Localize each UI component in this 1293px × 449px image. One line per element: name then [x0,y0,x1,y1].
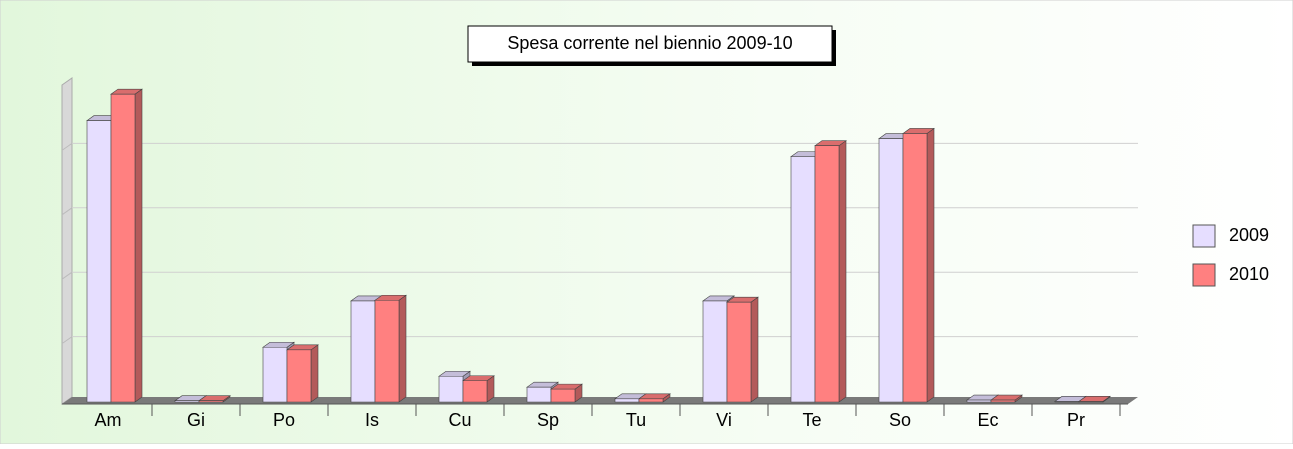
bar-front [350,300,376,403]
x-tick-label: So [889,410,911,430]
bar-side [310,344,319,403]
bar-front [966,399,992,403]
bar-front [86,120,112,403]
bar-side [926,127,935,403]
bar-front [702,300,728,403]
bar [286,344,319,403]
bar-side [134,88,143,403]
bar-front [1054,401,1080,403]
bar-front [614,398,640,403]
bar [462,375,495,403]
bar [726,296,759,403]
bar [814,140,847,403]
bar-front [438,375,464,403]
grid-line-side [61,336,73,345]
bar-front [550,388,576,403]
bar [990,394,1023,403]
legend-label: 2009 [1229,225,1269,245]
bar [902,127,935,403]
bar-front [814,145,840,403]
bar [198,395,231,403]
bar-front [526,386,552,403]
bar [374,294,407,403]
x-tick-label: Is [365,410,379,430]
bar-front [110,93,136,403]
chart-title: Spesa corrente nel biennio 2009-10 [507,33,792,53]
legend-swatch [1192,224,1216,248]
x-tick-label: Te [802,410,821,430]
bar-front [726,301,752,403]
x-tick-label: Pr [1067,410,1085,430]
bar-side [398,294,407,403]
floor [62,397,1138,404]
side-wall [61,77,73,405]
bar-front [374,299,400,403]
x-tick-label: Tu [626,410,646,430]
bar-front [990,399,1016,403]
grid-line-side [61,271,73,280]
bar [110,88,143,403]
bar-side [750,296,759,403]
x-tick-label: Gi [187,410,205,430]
x-tick-label: Cu [448,410,471,430]
bar-front [1078,401,1104,403]
bar-front [262,346,288,403]
bar-front [286,349,312,403]
grid-line-side [61,142,73,151]
bar-front [638,398,664,403]
bar-front [878,138,904,403]
x-tick-label: Am [95,410,122,430]
bar-side [838,140,847,403]
bar [550,383,583,403]
bar-front [902,133,928,403]
x-tick-label: Vi [716,410,732,430]
bar [638,393,671,403]
title-box [467,25,833,63]
bar-front [174,400,200,403]
legend-swatch [1192,263,1216,287]
bar [1078,395,1111,403]
bar-front [462,380,488,403]
x-tick-label: Sp [537,410,559,430]
legend-label: 2010 [1229,264,1269,284]
bar-front [198,400,224,403]
x-tick-label: Po [273,410,295,430]
grid-line-side [61,207,73,216]
x-tick-label: Ec [977,410,998,430]
bar-front [790,156,816,403]
